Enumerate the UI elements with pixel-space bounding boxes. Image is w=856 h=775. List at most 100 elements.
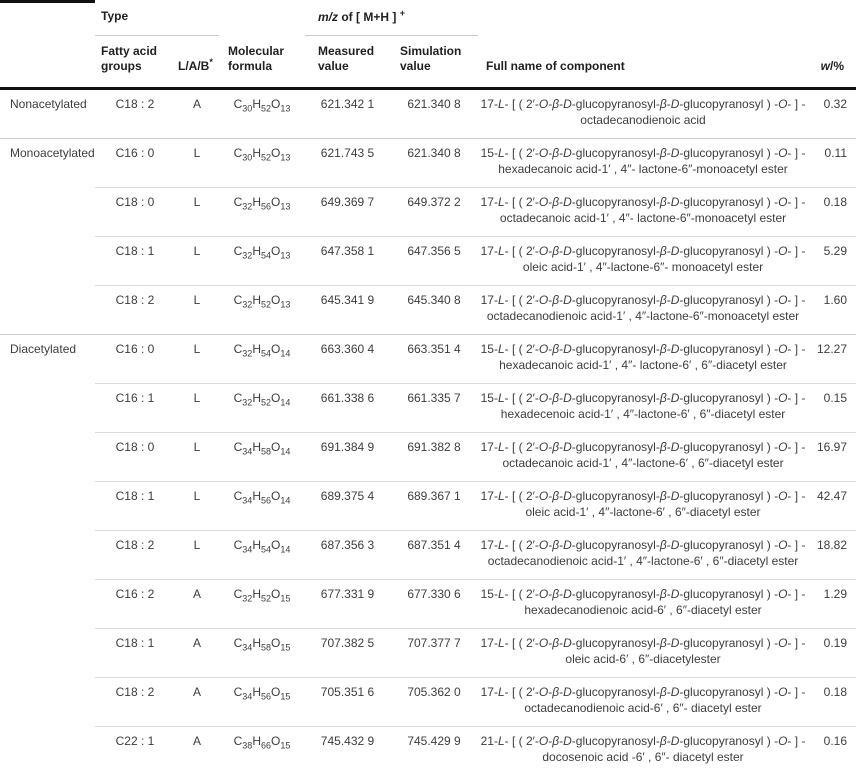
- cell-lab: L: [175, 284, 219, 334]
- cell-lab: L: [175, 235, 219, 285]
- cell-full-name: 17-L- [ ( 2′-O-β-D-glucopyranosyl-β-D-gl…: [478, 480, 809, 530]
- component-name-line2: octadecanodienoic acid-6′ , 6″- diacetyl…: [524, 700, 762, 715]
- cell-molecular-formula: C34H58O15: [219, 627, 305, 677]
- cell-full-name: 17-L- [ ( 2′-O-β-D-glucopyranosyl-β-D-gl…: [478, 431, 809, 481]
- component-name-line2: docosenoic acid -6′ , 6″- diacetyl ester: [542, 749, 744, 764]
- cell-measured-value: 661.338 6: [305, 382, 390, 432]
- cell-molecular-formula: C32H52O14: [219, 382, 305, 432]
- cell-lab: A: [175, 87, 219, 138]
- component-name-line2: octadecanodienoic acid: [580, 112, 706, 127]
- cell-molecular-formula: C38H66O15: [219, 725, 305, 775]
- cell-weight-percent: 1.29: [808, 578, 856, 628]
- cell-weight-percent: 0.19: [808, 627, 856, 677]
- cell-full-name: 17-L- [ ( 2′-O-β-D-glucopyranosyl-β-D-gl…: [478, 529, 809, 579]
- cell-simulation-value: 687.351 4: [390, 529, 479, 579]
- component-name-line1: 17-L- [ ( 2′-O-β-D-glucopyranosyl-β-D-gl…: [480, 439, 806, 454]
- component-name-line2: hexadecanodienoic acid-6′ , 6″-diacetyl …: [524, 602, 762, 617]
- cell-lab: A: [175, 578, 219, 628]
- cell-molecular-formula: C32H54O13: [219, 235, 305, 285]
- table-row: C16 : 2 A C32H52O15 677.331 9 677.330 6 …: [0, 578, 856, 628]
- col-header-empty: [0, 35, 95, 90]
- cell-lab: L: [175, 529, 219, 579]
- cell-fatty-acid: C16 : 0: [95, 333, 175, 383]
- component-name-line1: 15-L- [ ( 2′-O-β-D-glucopyranosyl-β-D-gl…: [480, 390, 806, 405]
- cell-measured-value: 663.360 4: [305, 333, 390, 383]
- component-name-line2: octadecanodienoic acid-1′ , 4″-lactone-6…: [486, 308, 800, 323]
- cell-weight-percent: 0.15: [808, 382, 856, 432]
- cell-molecular-formula: C34H58O14: [219, 431, 305, 481]
- cell-weight-percent: 42.47: [808, 480, 856, 530]
- component-name-line1: 15-L- [ ( 2′-O-β-D-glucopyranosyl-β-D-gl…: [480, 145, 806, 160]
- spacer-cell: [219, 2, 305, 36]
- component-name-line1: 17-L- [ ( 2′-O-β-D-glucopyranosyl-β-D-gl…: [480, 684, 806, 699]
- component-name-line2: oleic acid-1′ , 4″-lactone-6″- monoacety…: [522, 259, 764, 274]
- cell-weight-percent: 0.32: [808, 87, 856, 138]
- cell-full-name: 17-L- [ ( 2′-O-β-D-glucopyranosyl-β-D-gl…: [478, 676, 809, 726]
- cell-measured-value: 687.356 3: [305, 529, 390, 579]
- component-name-line1: 15-L- [ ( 2′-O-β-D-glucopyranosyl-β-D-gl…: [480, 586, 806, 601]
- table-row: C18 : 1 L C32H54O13 647.358 1 647.356 5 …: [0, 235, 856, 285]
- cell-molecular-formula: C34H56O14: [219, 480, 305, 530]
- lab-footnote-marker: *: [209, 56, 213, 67]
- table-row: Diacetylated C16 : 0 L C32H54O14 663.360…: [0, 333, 856, 775]
- col-header-simulation-value: Simulation value: [390, 35, 479, 90]
- corner-cell: [0, 0, 95, 35]
- cell-fatty-acid: C16 : 0: [95, 137, 175, 187]
- cell-measured-value: 645.341 9: [305, 284, 390, 334]
- cell-lab: A: [175, 676, 219, 726]
- cell-simulation-value: 689.367 1: [390, 480, 479, 530]
- cell-type: Diacetylated: [0, 333, 95, 775]
- cell-type: Monoacetylated: [0, 137, 95, 334]
- cell-weight-percent: 1.60: [808, 284, 856, 334]
- cell-weight-percent: 18.82: [808, 529, 856, 579]
- cell-fatty-acid: C16 : 1: [95, 382, 175, 432]
- mz-italic-label: m/z: [318, 9, 339, 24]
- col-header-weight-percent: w/%: [808, 35, 856, 90]
- type-group-label: Type: [101, 8, 129, 23]
- cell-weight-percent: 16.97: [808, 431, 856, 481]
- cell-weight-percent: 12.27: [808, 333, 856, 383]
- table-row: C18 : 1 L C34H56O14 689.375 4 689.367 1 …: [0, 480, 856, 530]
- cell-molecular-formula: C32H54O14: [219, 333, 305, 383]
- table-row: C18 : 2 A C34H56O15 705.351 6 705.362 0 …: [0, 676, 856, 726]
- col-header-measured-value: Measured value: [305, 35, 390, 90]
- cell-molecular-formula: C32H56O13: [219, 186, 305, 236]
- cell-fatty-acid: C18 : 2: [95, 529, 175, 579]
- cell-molecular-formula: C32H52O15: [219, 578, 305, 628]
- cell-full-name: 17-L- [ ( 2′-O-β-D-glucopyranosyl-β-D-gl…: [478, 284, 809, 334]
- cell-simulation-value: 647.356 5: [390, 235, 479, 285]
- table-row: C18 : 0 L C32H56O13 649.369 7 649.372 2 …: [0, 186, 856, 236]
- cell-fatty-acid: C18 : 2: [95, 87, 175, 138]
- table-row: C18 : 1 A C34H58O15 707.382 5 707.377 7 …: [0, 627, 856, 677]
- cell-fatty-acid: C18 : 1: [95, 627, 175, 677]
- group-header-row: Type m/z of [ M+H ] +: [0, 0, 856, 36]
- component-name-line1: 17-L- [ ( 2′-O-β-D-glucopyranosyl-β-D-gl…: [480, 488, 806, 503]
- cell-molecular-formula: C32H52O13: [219, 284, 305, 334]
- cell-measured-value: 689.375 4: [305, 480, 390, 530]
- cell-lab: L: [175, 333, 219, 383]
- cell-fatty-acid: C18 : 0: [95, 431, 175, 481]
- cell-full-name: 15-L- [ ( 2′-O-β-D-glucopyranosyl-β-D-gl…: [478, 333, 809, 383]
- cell-full-name: 17-L- [ ( 2′-O-β-D-glucopyranosyl-β-D-gl…: [478, 87, 809, 138]
- cell-molecular-formula: C30H52O13: [219, 87, 305, 138]
- mz-text-label: of [ M+H ]: [338, 9, 400, 24]
- table-row: C22 : 1 A C38H66O15 745.432 9 745.429 9 …: [0, 725, 856, 775]
- col-group-mz: m/z of [ M+H ] +: [305, 1, 479, 36]
- spacer-cell: [478, 2, 808, 36]
- cell-simulation-value: 621.340 8: [390, 87, 479, 138]
- cell-weight-percent: 0.11: [808, 137, 856, 187]
- cell-simulation-value: 661.335 7: [390, 382, 479, 432]
- cell-simulation-value: 705.362 0: [390, 676, 479, 726]
- cell-lab: A: [175, 725, 219, 775]
- cell-lab: L: [175, 186, 219, 236]
- cell-simulation-value: 645.340 8: [390, 284, 479, 334]
- cell-full-name: 15-L- [ ( 2′-O-β-D-glucopyranosyl-β-D-gl…: [478, 382, 809, 432]
- component-name-line2: hexadecanoic acid-1′ , 4″- lactone-6″-mo…: [498, 161, 788, 176]
- cell-full-name: 15-L- [ ( 2′-O-β-D-glucopyranosyl-β-D-gl…: [478, 578, 809, 628]
- cell-simulation-value: 663.351 4: [390, 333, 479, 383]
- cell-lab: A: [175, 627, 219, 677]
- component-name-line2: oleic acid-6′ , 6″-diacetylester: [565, 651, 721, 666]
- cell-fatty-acid: C22 : 1: [95, 725, 175, 775]
- cell-fatty-acid: C16 : 2: [95, 578, 175, 628]
